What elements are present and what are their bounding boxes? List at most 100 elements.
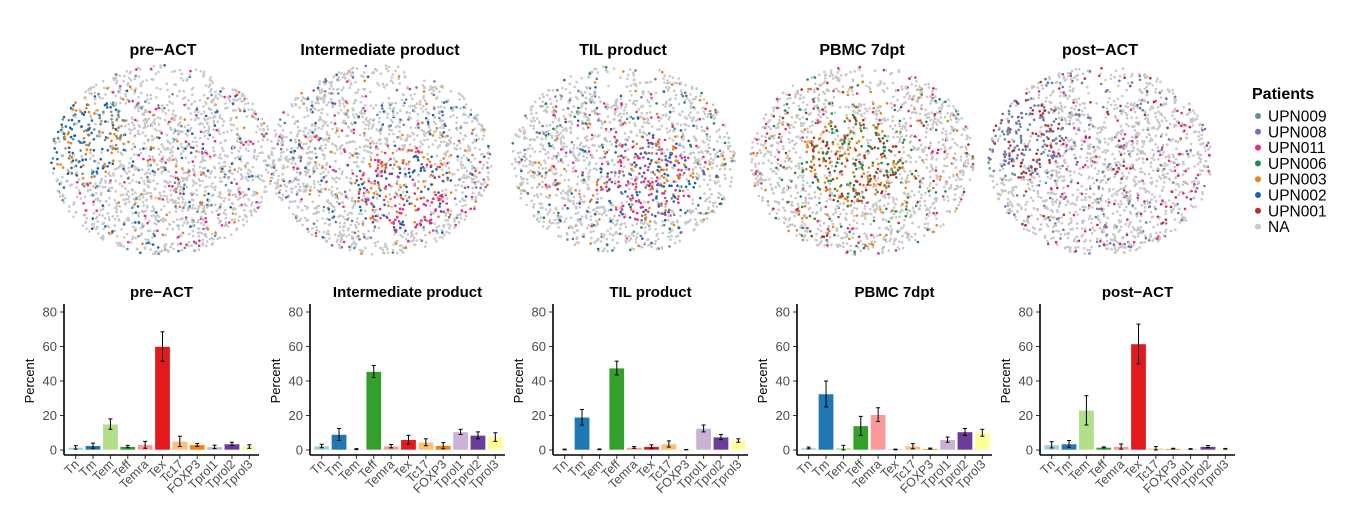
umap-point [693,181,697,185]
umap-point [557,160,560,163]
umap-point [169,245,172,249]
umap-point [447,227,451,230]
umap-point [426,111,430,114]
umap-point [338,221,342,225]
umap-point [378,116,381,120]
umap-point [555,157,558,160]
umap-point [188,200,191,204]
umap-point [669,238,672,241]
umap-point [191,140,195,143]
umap-point [142,210,145,214]
umap-point [177,249,180,253]
umap-point [140,168,144,171]
umap-point [75,158,78,162]
umap-point [164,161,167,164]
umap-point [122,133,126,137]
umap-point [357,192,361,195]
umap-point [427,130,431,134]
umap-point [459,216,463,220]
umap-point [116,150,120,154]
umap-point [471,191,475,195]
umap-point [350,169,354,172]
umap-point [134,221,137,224]
umap-point [435,239,438,243]
umap-point [441,114,445,117]
umap-point [696,177,699,180]
umap-point [587,76,590,79]
umap-point [307,163,311,166]
umap-point [520,177,524,181]
umap-point [89,87,92,91]
umap-point [416,134,419,137]
umap-point [538,220,541,223]
umap-point [114,190,118,193]
umap-point [447,142,451,146]
umap-point [464,103,468,106]
umap-point [689,111,692,114]
umap-point [439,85,443,88]
umap-point [696,111,700,114]
umap-point [76,180,79,184]
umap-point [65,180,68,183]
umap-point [187,174,191,177]
umap-point [257,140,260,143]
umap-point [144,108,147,112]
umap-point [171,154,174,157]
umap-point [289,139,293,142]
umap-point [264,168,268,171]
umap-point [168,95,171,98]
umap-point [168,142,172,145]
umap-point [555,99,559,103]
umap-point [696,162,700,166]
umap-point [390,221,394,225]
umap-point [681,95,685,98]
umap-point [386,116,389,119]
umap-point [642,156,645,159]
umap-point [201,238,205,242]
umap-point [124,149,127,152]
umap-point [544,102,548,105]
umap-point [388,219,392,222]
umap-point [316,189,319,192]
umap-point [719,164,723,167]
umap-point [176,182,180,186]
umap-point [90,168,94,172]
umap-point [563,167,566,171]
umap-point [568,82,572,86]
umap-point [697,174,701,178]
umap-point [658,148,661,151]
umap-point [482,178,486,181]
umap-point [287,160,290,163]
umap-point [383,86,386,89]
umap-point [458,178,461,181]
umap-point [172,175,175,179]
umap-point [529,108,533,112]
umap-point [396,111,399,115]
umap-point [391,73,395,76]
umap-point [132,205,136,208]
umap-point [353,116,356,119]
umap-point [320,144,323,148]
umap-point [256,206,260,210]
umap-point [631,224,634,227]
umap-point [329,92,333,95]
umap-point [650,98,653,101]
umap-point [50,161,53,165]
umap-point [183,125,187,129]
umap-point [708,178,712,182]
umap-point [282,111,285,114]
umap-point [441,86,445,89]
umap-point [194,249,197,253]
umap-point [131,192,134,196]
umap-point [402,146,406,150]
umap-point [297,156,301,160]
umap-point [634,241,638,244]
umap-point [98,213,101,217]
umap-point [415,86,418,89]
umap-point [101,235,105,239]
umap-point [376,240,380,244]
umap-point [294,138,297,141]
umap-point [269,179,273,183]
umap-point [156,229,159,232]
umap-point [340,144,344,147]
